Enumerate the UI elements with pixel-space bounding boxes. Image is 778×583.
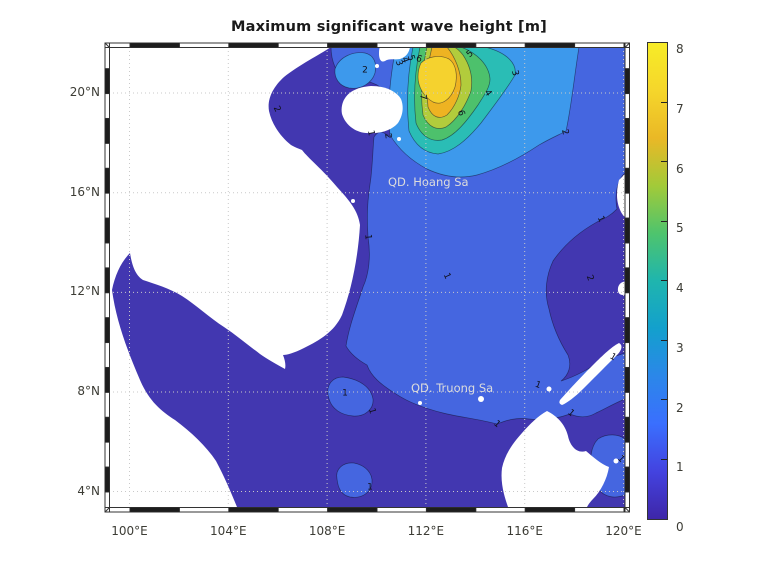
- y-tick-label: 20°N: [69, 85, 100, 99]
- chart-title: Maximum significant wave height [m]: [230, 19, 548, 35]
- colorbar-tick-label: 0: [676, 520, 684, 534]
- contour-label: 1: [362, 234, 372, 241]
- x-tick-label: 112°E: [407, 524, 445, 538]
- colorbar-tick-label: 2: [676, 400, 684, 415]
- land-islet: [478, 396, 484, 402]
- land-islet: [375, 64, 379, 68]
- land-islet: [546, 386, 552, 392]
- x-tick-label: 116°E: [506, 524, 543, 538]
- colorbar-tick-label: 4: [676, 281, 684, 295]
- label-hoang-sa: QD. Hoang Sa: [388, 175, 469, 189]
- colorbar-tick: [661, 458, 667, 460]
- label-truong-sa: QD. Truong Sa: [411, 381, 493, 395]
- colorbar-tick-label: 1: [676, 460, 684, 475]
- x-tick-label: 108°E: [308, 524, 346, 538]
- colorbar-tick-labels: 0 1 2 3 4 5 6 7 8: [674, 42, 704, 534]
- colorbar-tick: [661, 101, 667, 103]
- colorbar-tick-label: 3: [676, 340, 684, 355]
- land-islet: [351, 199, 355, 203]
- contour-label: 1: [342, 389, 348, 399]
- colorbar-tick: [661, 161, 667, 162]
- colorbar-tick: [661, 280, 667, 281]
- x-tick-label: 104°E: [210, 524, 247, 538]
- contour-label: 1: [367, 483, 373, 493]
- colorbar-tick: [661, 339, 667, 341]
- y-tick-label: 12°N: [69, 284, 100, 299]
- contour-label: 2: [362, 66, 368, 76]
- y-tick-label: 8°N: [77, 384, 100, 398]
- land-islet: [418, 401, 422, 405]
- colorbar-tick: [661, 220, 667, 222]
- colorbar-tick-label: 5: [676, 221, 684, 236]
- colorbar: [647, 42, 668, 520]
- colorbar-tick-label: 6: [676, 161, 684, 176]
- y-tick-label: 16°N: [69, 184, 100, 199]
- x-tick-label: 100°E: [111, 524, 148, 538]
- colorbar-tick-label: 8: [676, 42, 684, 56]
- land-islet: [397, 137, 401, 141]
- x-tick-label: 120°E: [605, 524, 642, 538]
- y-tick-label: 4°N: [77, 483, 100, 498]
- colorbar-tick-label: 7: [676, 101, 684, 116]
- colorbar-tick: [661, 399, 667, 400]
- contour-label: 7: [417, 94, 427, 100]
